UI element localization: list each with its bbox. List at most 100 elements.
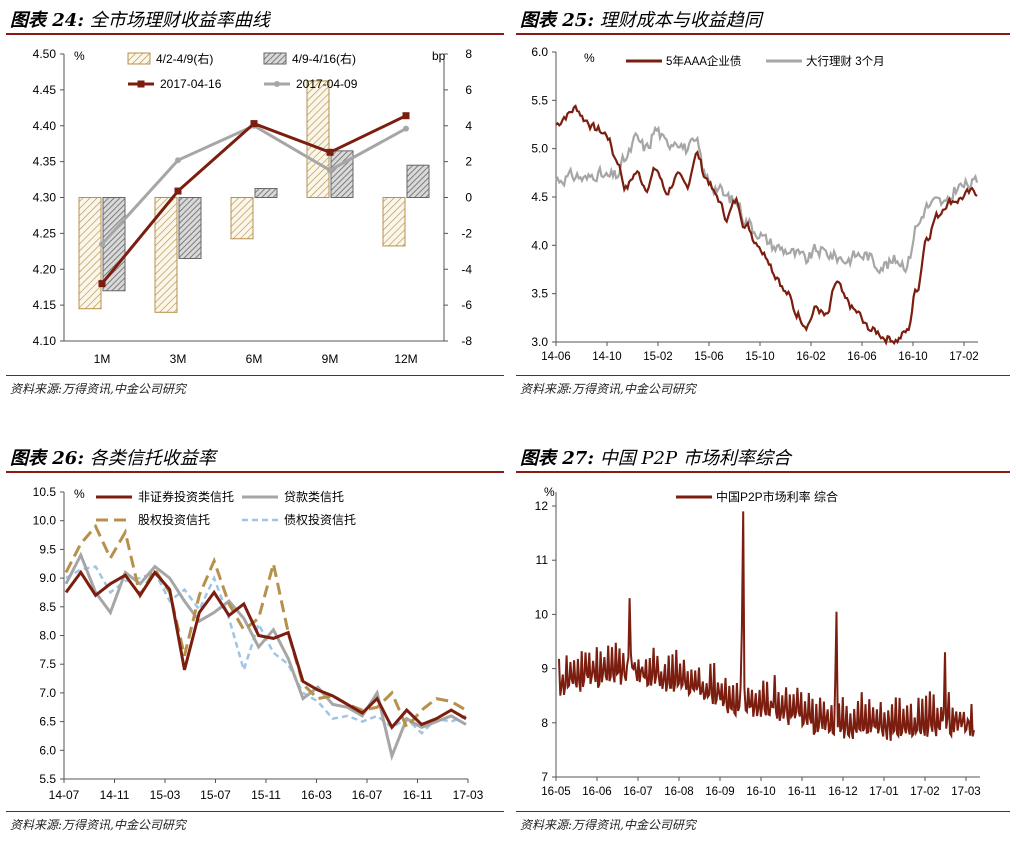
y-tick-label: 8.5 [39,600,56,614]
figure-title-text: 理财成本与收益趋同 [599,10,762,31]
figure-title: 图表 25: 理财成本与收益趋同 [520,6,762,32]
chart-trust-yields: 5.5 6.0 6.5 7.0 7.5 8.0 8.5 9.0 9.5 10.0 10.5 % 14-0… [33,485,484,802]
series-line-equity-trust [64,523,467,731]
series-line-non-securities-trust [64,569,467,730]
bar-4-2-to-4-9 [382,197,406,247]
y-tick-label: 3.0 [531,335,548,349]
legend-swatch-4-2-to-4-9 [127,52,151,65]
x-tick-label: 15-06 [694,351,723,363]
y-right-tick-label: 0 [465,191,472,205]
legend-swatch-4-9-to-4-16 [263,52,287,65]
legend-label-2017-04-09: 2017-04-09 [296,77,358,91]
x-tick-label: 16-09 [705,786,734,798]
x-tick-label: 16-10 [746,786,775,798]
series-line-bank-wmp-3m [555,125,979,275]
source-note: 资料来源:万得资讯,中金公司研究 [10,382,186,396]
figure-number: 图表 27: [520,448,594,469]
x-tick-label: 17-03 [453,788,484,802]
x-tick-label: 17-01 [869,786,898,798]
y-left-tick-label: 4.30 [33,191,57,205]
x-tick-label: 16-08 [664,786,693,798]
y-tick-label: 4.5 [531,190,548,204]
legend-debt-label: 债权投资信托 [284,512,356,527]
y-tick-label: 6.0 [39,743,56,757]
y-tick-label: 5.5 [531,93,548,107]
y-tick-label: 8 [541,716,548,730]
y-tick-label: 4.0 [531,238,548,252]
x-tick-label: 16-05 [541,786,570,798]
source-rule [516,811,1010,812]
chart-p2p-rate: 7 8 9 10 11 12% 16-05 16-06 16-07 16-08 16-09 16-10… [535,485,981,798]
source-note: 资料来源:万得资讯,中金公司研究 [520,818,696,832]
y-left-tick-label: 4.45 [33,83,57,97]
figure-title-text: 各类信托收益率 [89,448,216,469]
y-tick-label: 6.0 [531,45,548,59]
x-tick-label: 16-02 [796,351,825,363]
title-rule [6,471,504,473]
figure-title: 图表 27: 中国 P2P 市场利率综合 [520,444,791,470]
x-tick-label: 15-07 [200,788,231,802]
x-tick-label: 17-02 [910,786,939,798]
legend-label-4-2-to-4-9: 4/2-4/9(右) [156,51,213,66]
y-tick-label: 10.0 [33,514,57,528]
bar-4-2-to-4-9 [154,197,178,313]
y-tick-label: 12 [535,499,549,513]
source-rule [516,375,1010,376]
y-tick-label: 7.0 [39,686,56,700]
y-tick-label: 8.0 [39,629,56,643]
figure-number: 图表 25: [520,10,594,31]
y-tick-label: 7.5 [39,657,56,671]
point-2017-04-09 [327,167,333,174]
y-left-tick-label: 4.35 [33,155,57,169]
point-2017-04-16 [174,187,182,195]
figure-title-text: 中国 P2P 市场利率综合 [599,448,791,469]
x-tick-label: 3M [170,352,187,366]
y-left-tick-label: 4.20 [33,262,57,276]
x-tick-label: 16-03 [301,788,332,802]
x-tick-label: 15-11 [251,788,281,802]
x-tick-label: 16-07 [623,786,652,798]
source-note: 资料来源:万得资讯,中金公司研究 [10,818,186,832]
legend-label-4-9-to-4-16: 4/9-4/16(右) [292,51,356,66]
y-left-tick-label: 4.15 [33,298,57,312]
x-tick-label: 16-07 [352,788,383,802]
series-line-2017-04-16 [100,114,407,285]
y-tick-label: 9.5 [39,542,56,556]
y-left-tick-label: 4.10 [33,334,57,348]
x-tick-label: 14-06 [541,351,570,363]
x-tick-label: 15-10 [745,351,774,363]
y-unit: % [584,51,595,65]
figure-number: 图表 24: [10,10,84,31]
bar-4-2-to-4-9 [78,197,102,310]
title-rule [516,33,1010,35]
source-rule [6,375,504,376]
y-right-tick-label: 2 [465,155,472,169]
x-tick-label: 9M [322,352,339,366]
y-right-unit: bp [432,49,446,63]
x-tick-label: 15-03 [150,788,181,802]
x-tick-label: 17-02 [949,351,978,363]
point-2017-04-16 [326,148,334,156]
y-right-tick-label: 8 [465,47,472,61]
bar-4-2-to-4-9 [230,197,254,240]
y-right-tick-label: 4 [465,119,472,133]
panel-figure-27: 图表 27: 中国 P2P 市场利率综合 7 8 9 10 11 12% 16-05 16-0… [516,438,1010,838]
bar-4-9-to-4-16 [406,164,430,198]
x-tick-label: 16-11 [788,786,817,798]
y-tick-label: 6.5 [39,715,56,729]
legend-marker-2017-04-16 [137,80,145,88]
x-tick-label: 6M [246,352,263,366]
figure-title: 图表 24: 全市场理财收益率曲线 [10,6,270,32]
point-2017-04-09 [403,125,409,132]
x-tick-label: 1M [94,352,111,366]
chart-yield-curve: 4.10 4.15 4.20 4.25 4.30 4.35 4.40 4.45 4.50 -8 -6… [33,47,473,366]
bar-4-9-to-4-16 [330,150,354,199]
source-rule [6,811,504,812]
y-tick-label: 5.0 [531,142,548,156]
legend-label-2017-04-16: 2017-04-16 [160,77,222,91]
x-tick-label: 16-10 [898,351,927,363]
legend-label-p2p: 中国P2P市场利率 综合 [716,489,838,504]
point-2017-04-16 [250,120,258,128]
y-tick-label: 3.5 [531,287,548,301]
y-left-tick-label: 4.40 [33,119,57,133]
